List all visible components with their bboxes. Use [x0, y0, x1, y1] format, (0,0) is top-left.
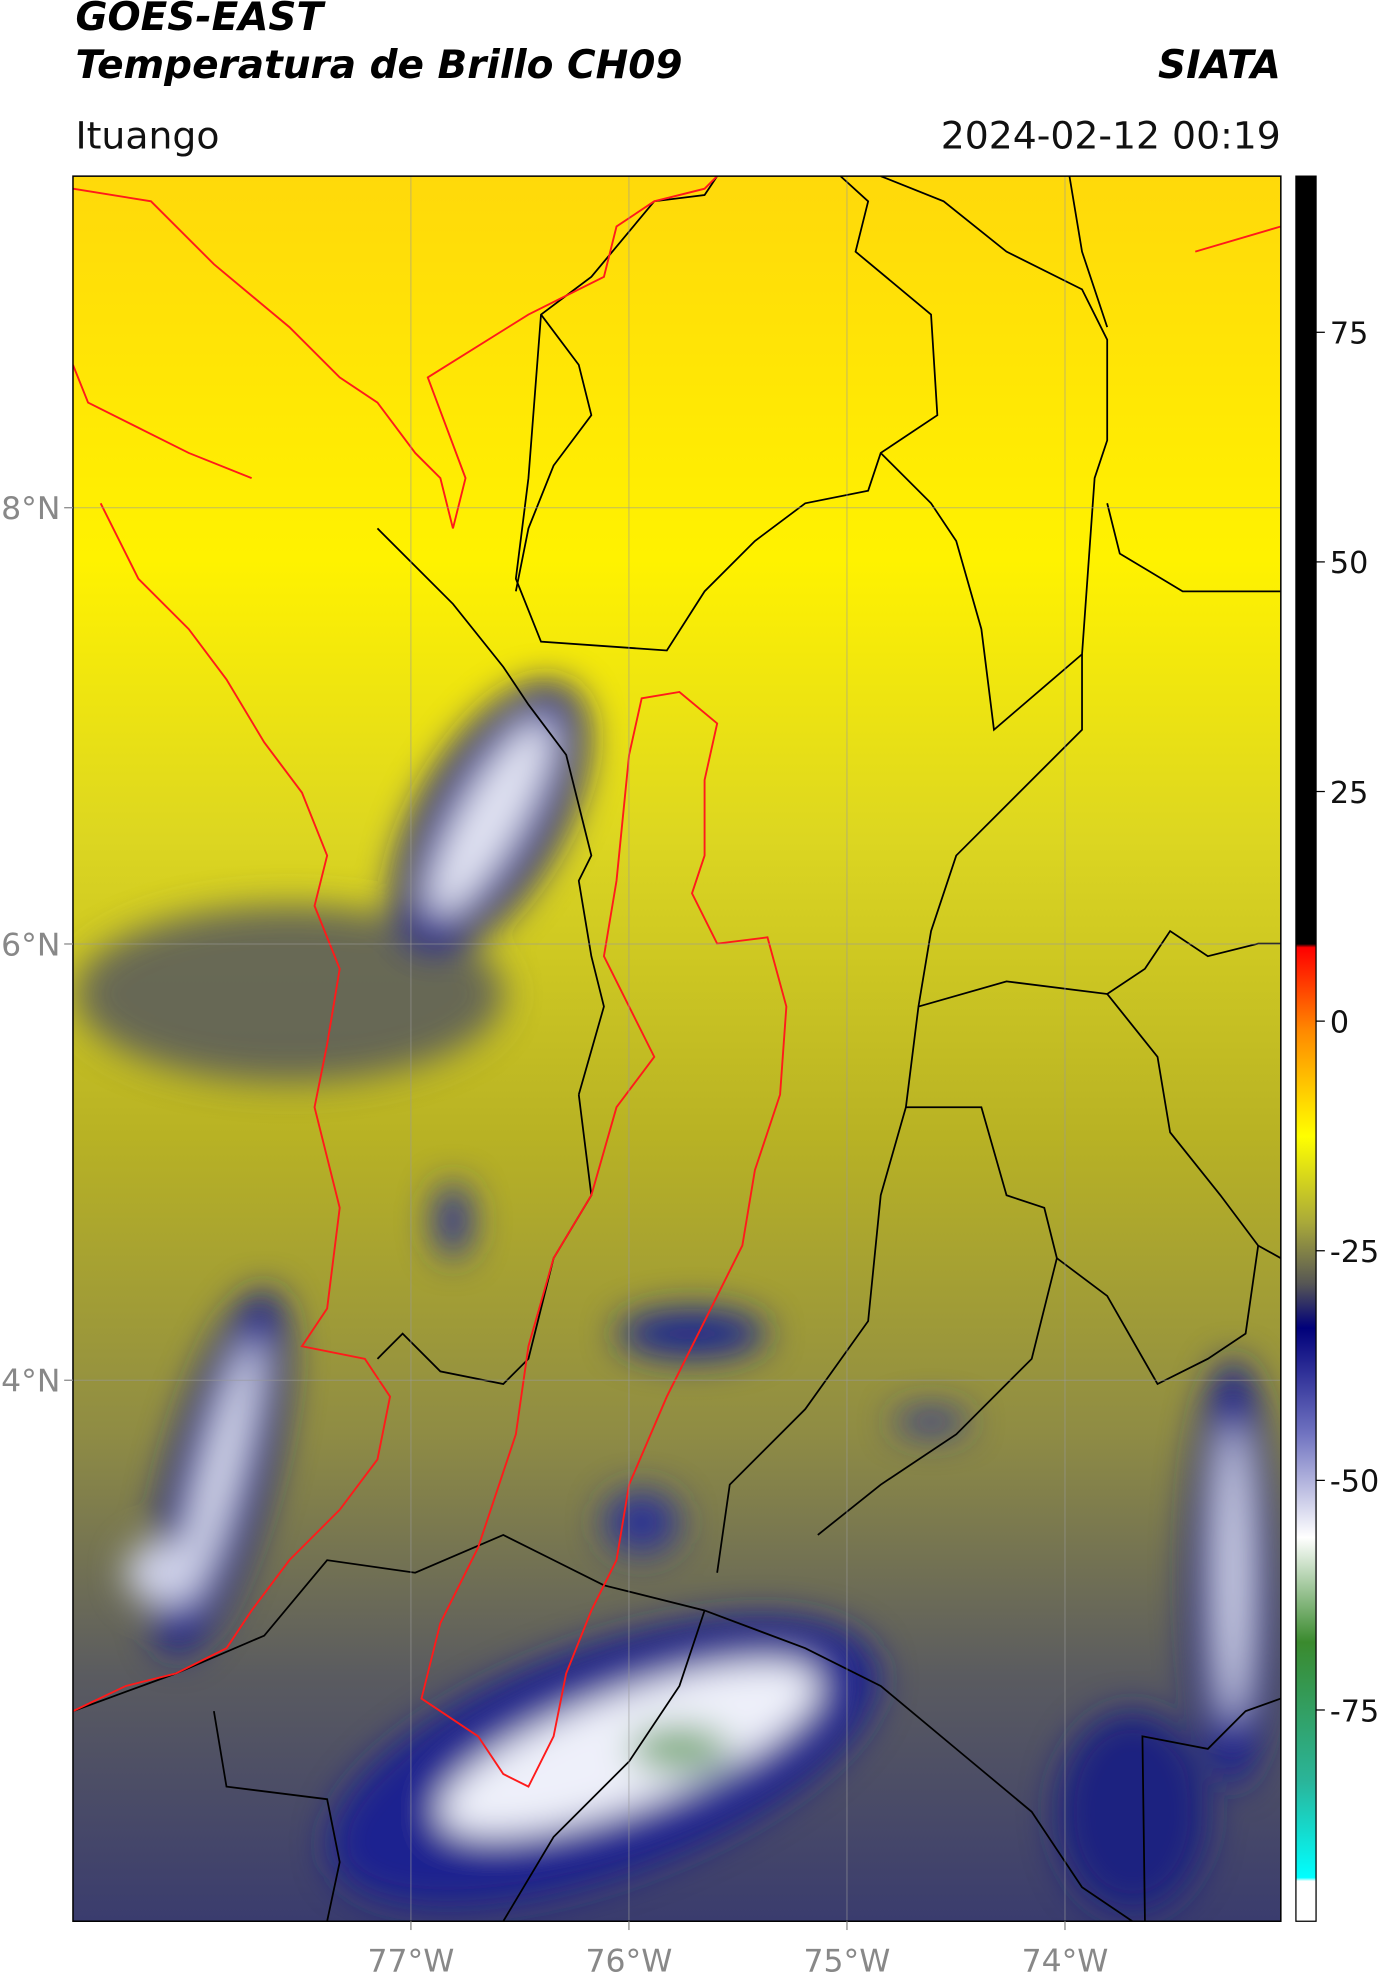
grid [72, 176, 1281, 1922]
y-tick-label: 4°N [1, 1364, 60, 1400]
cloud-field [75, 682, 1278, 1913]
colorbar-tick-label: -25 [1330, 1235, 1379, 1270]
source: SIATA [1158, 43, 1281, 88]
borders [72, 176, 1281, 1922]
y-tick-label: 8°N [1, 491, 60, 527]
title: GOES-EAST [75, 0, 326, 40]
location: Ituango [75, 113, 219, 157]
colorbar-tick-label: -75 [1330, 1694, 1379, 1729]
y-tick-label: 6°N [1, 927, 60, 963]
x-tick-label: 77°W [368, 1944, 455, 1980]
colorbar [1295, 175, 1317, 1922]
colorbar-tick-label: 50 [1330, 546, 1368, 581]
outlines [72, 176, 1281, 1788]
x-tick-label: 74°W [1022, 1944, 1109, 1980]
x-tick-label: 76°W [586, 1944, 673, 1980]
colorbar-tick-label: 75 [1330, 317, 1368, 352]
colorbar-tick-label: 25 [1330, 776, 1368, 811]
timestamp: 2024-02-12 00:19 [941, 113, 1281, 157]
colorbar-tick-label: 0 [1330, 1005, 1349, 1040]
subtitle: Temperatura de Brillo CH09 [75, 43, 682, 88]
map-frame [72, 175, 1282, 1922]
x-tick-label: 75°W [804, 1944, 891, 1980]
colorbar-tick-label: -50 [1330, 1465, 1379, 1500]
map-image [72, 176, 1281, 1922]
